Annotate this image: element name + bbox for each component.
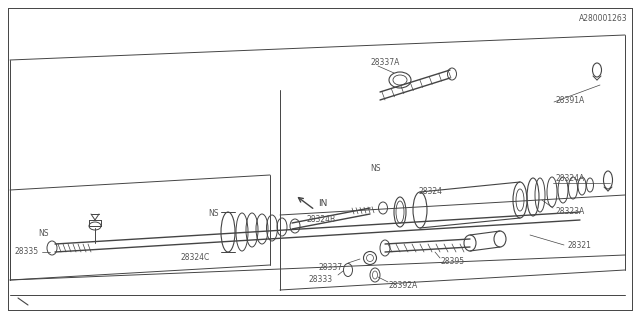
Text: 28324B: 28324B: [306, 215, 335, 225]
Text: 28321: 28321: [567, 241, 591, 250]
Text: 28335: 28335: [14, 247, 38, 257]
Text: IN: IN: [318, 199, 328, 209]
Text: 28391A: 28391A: [556, 95, 585, 105]
Text: NS: NS: [208, 209, 218, 218]
Text: 28324: 28324: [418, 188, 442, 196]
Text: NS: NS: [38, 229, 49, 238]
Text: 28323A: 28323A: [556, 207, 585, 217]
Text: 28395: 28395: [440, 258, 464, 267]
Text: 28324C: 28324C: [180, 253, 209, 262]
Text: 28324A: 28324A: [556, 173, 585, 182]
Text: 28337: 28337: [318, 262, 342, 271]
Text: 28333: 28333: [308, 276, 332, 284]
Text: 28392A: 28392A: [388, 281, 417, 290]
Text: A280001263: A280001263: [579, 13, 628, 22]
Text: 28337A: 28337A: [370, 58, 399, 67]
Text: NS: NS: [370, 164, 381, 172]
